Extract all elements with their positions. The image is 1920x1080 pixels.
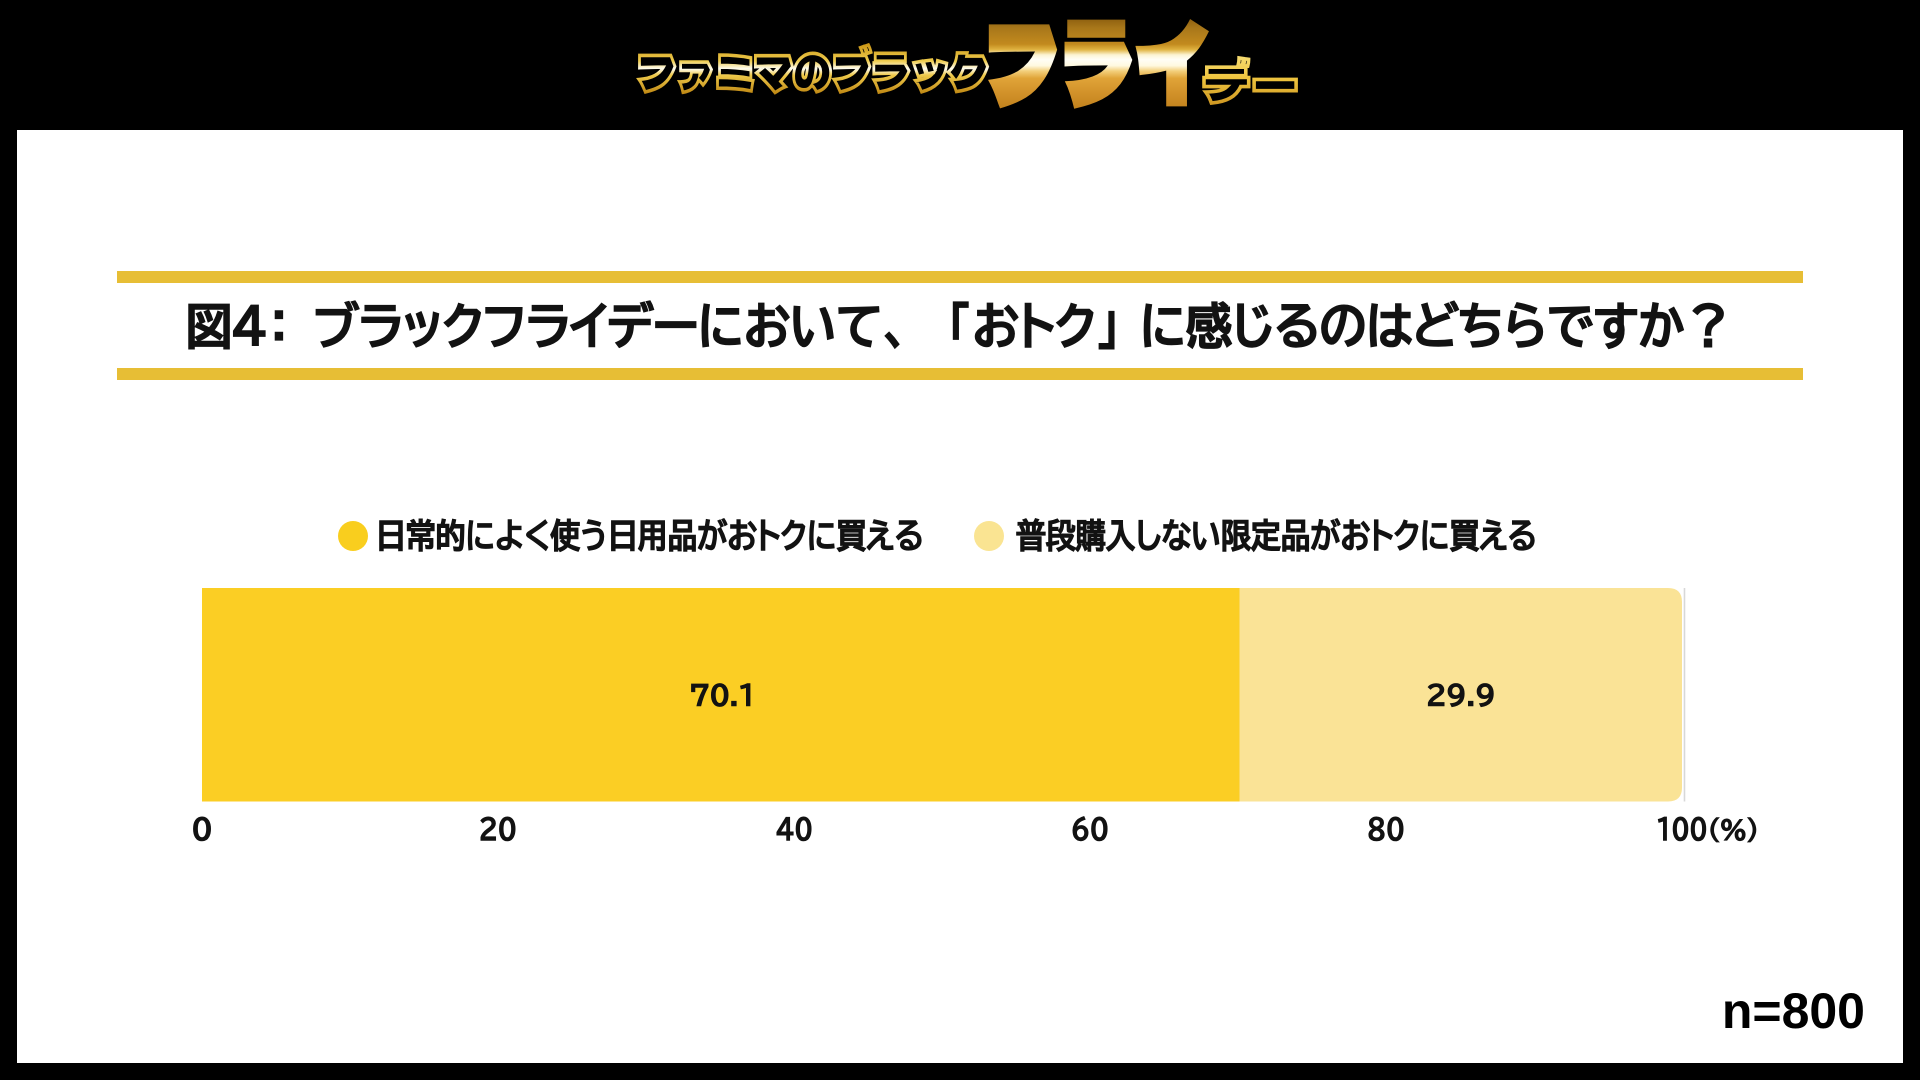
svg-text:n=800: n=800 [1722,983,1865,1039]
